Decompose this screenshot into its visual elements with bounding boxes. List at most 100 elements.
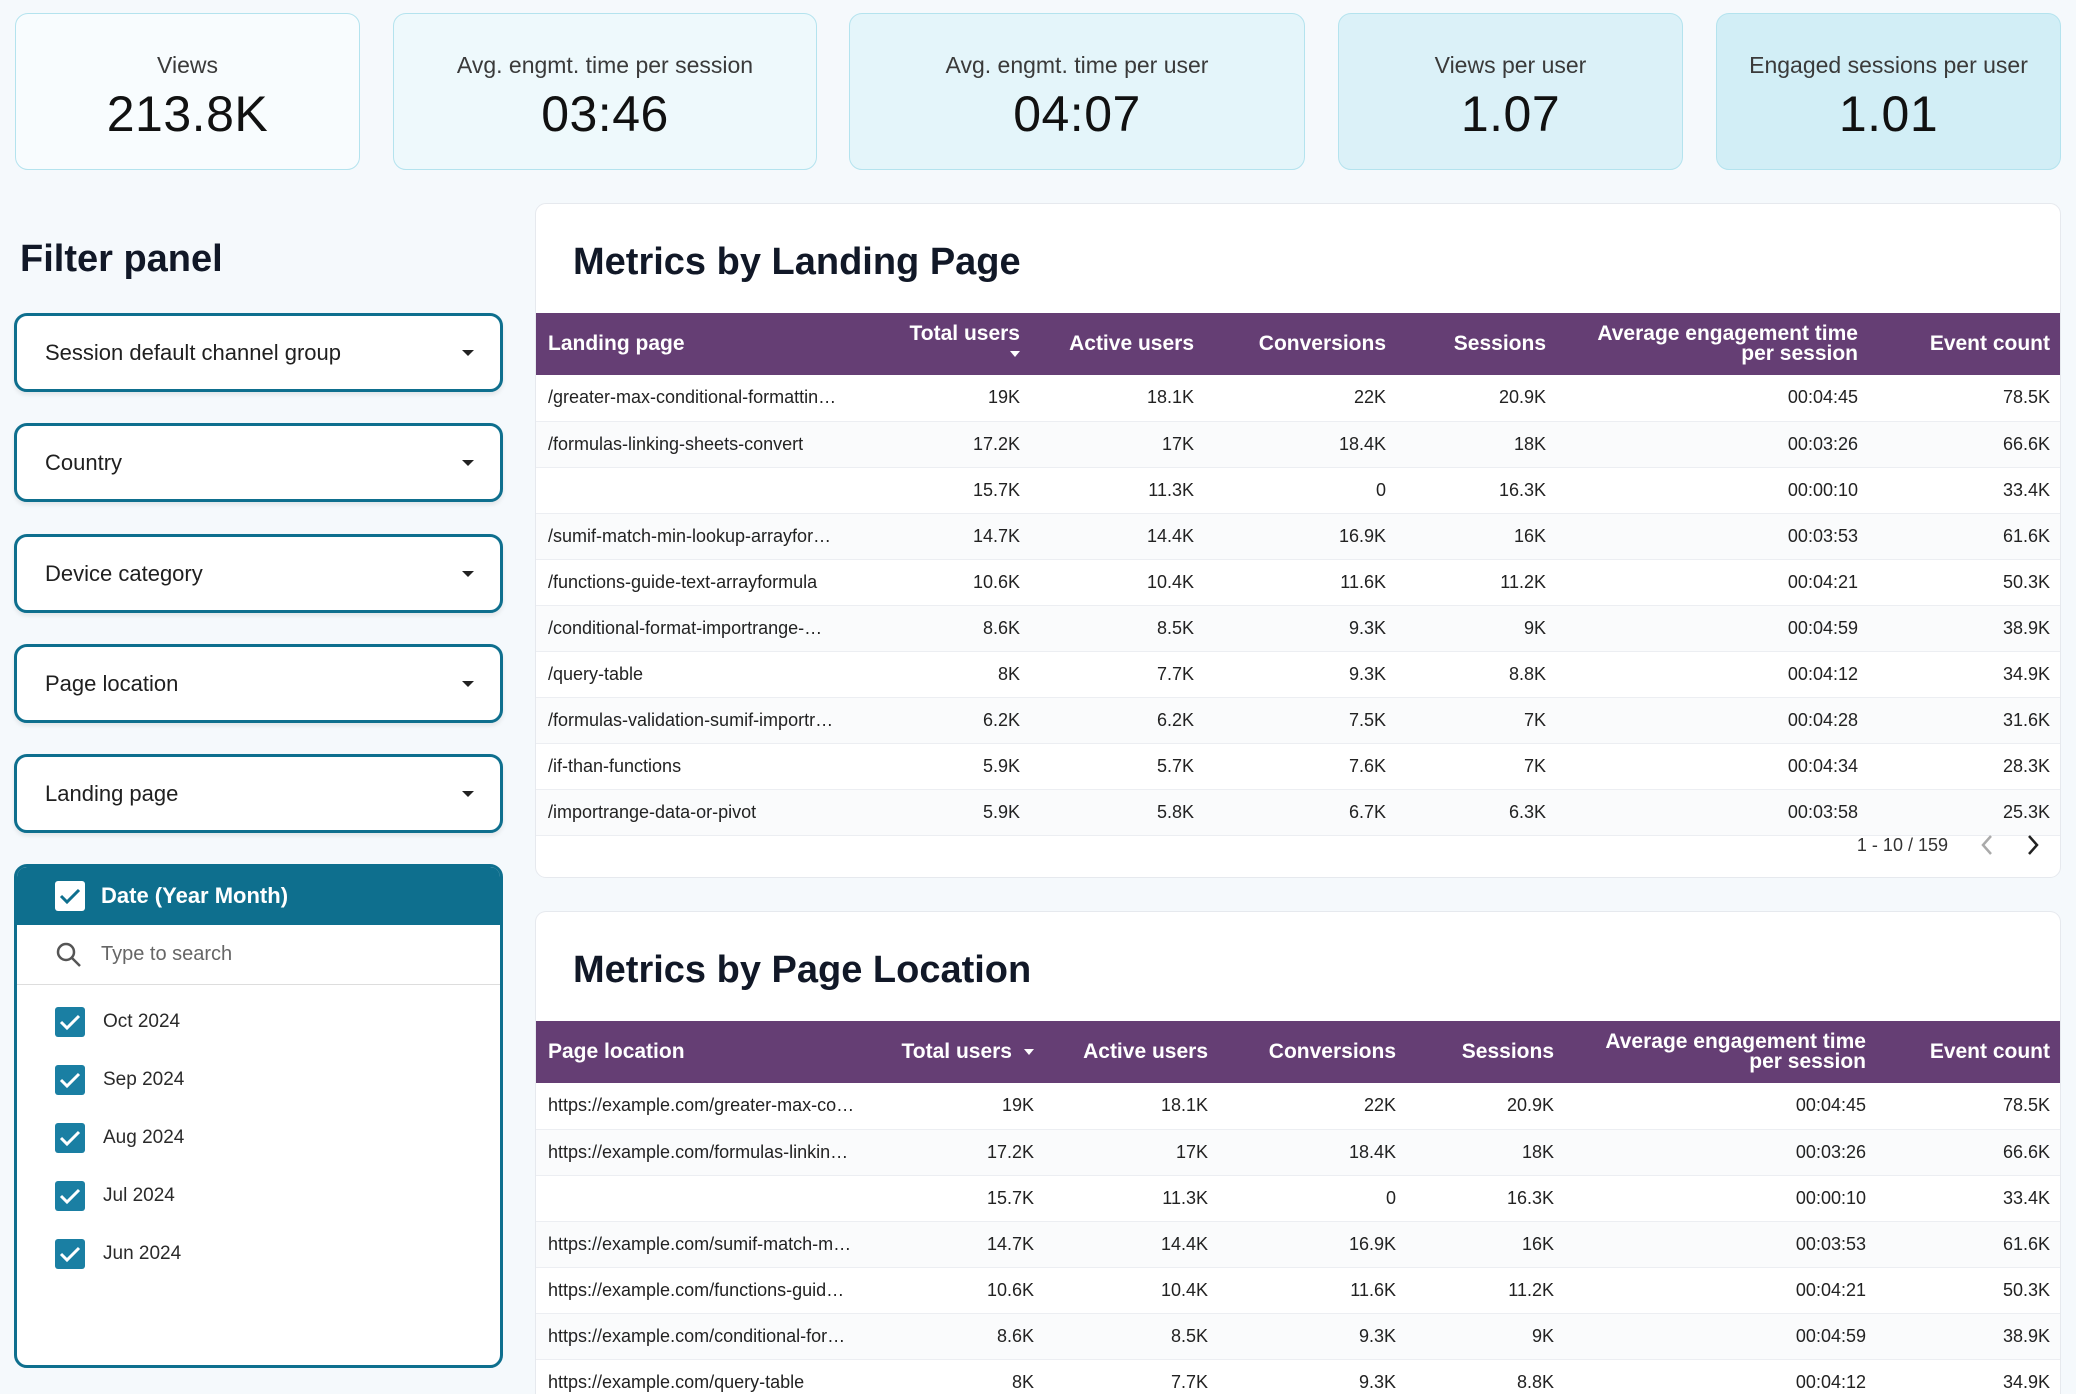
table-cell: 16.3K bbox=[1408, 1175, 1566, 1222]
table-cell: /importrange-data-or-pivot bbox=[536, 789, 876, 836]
column-header[interactable]: Event count bbox=[1929, 332, 2050, 355]
date-option[interactable]: Jun 2024 bbox=[17, 1225, 500, 1283]
table-cell: 78.5K bbox=[1870, 375, 2060, 422]
table-cell: 00:04:34 bbox=[1558, 743, 1870, 790]
column-header[interactable]: Page location bbox=[548, 1040, 685, 1063]
table-cell: 11.6K bbox=[1220, 1267, 1408, 1314]
table-row[interactable]: /formulas-validation-sumif-importr… 6.2K 6… bbox=[536, 697, 2060, 744]
table-row[interactable]: /conditional-format-importrange-… 8.6K 8.5… bbox=[536, 605, 2060, 652]
table-cell: 66.6K bbox=[1878, 1129, 2060, 1176]
table-row[interactable]: https://example.com/formulas-linkin… 17.2… bbox=[536, 1129, 2060, 1176]
table-cell: 16.9K bbox=[1220, 1221, 1408, 1268]
date-option-label: Jun 2024 bbox=[103, 1243, 182, 1264]
column-header[interactable]: Conversions bbox=[1268, 1040, 1396, 1063]
table-cell: 38.9K bbox=[1870, 605, 2060, 652]
table-row[interactable]: /greater-max-conditional-formattin… 19K 18… bbox=[536, 375, 2060, 422]
table-cell bbox=[536, 1175, 886, 1222]
dropdown-country[interactable]: Country bbox=[14, 423, 503, 502]
table-cell: https://example.com/formulas-linkin… bbox=[536, 1129, 886, 1176]
table-cell: /formulas-linking-sheets-convert bbox=[536, 421, 876, 468]
column-header[interactable]: Sessions bbox=[1461, 1040, 1554, 1063]
table-cell: 00:04:59 bbox=[1566, 1313, 1878, 1360]
column-header[interactable]: Conversions bbox=[1258, 332, 1386, 355]
page-location-card: Metrics by Page Location Page location T… bbox=[535, 911, 2061, 1394]
table-cell: 7.7K bbox=[1046, 1359, 1220, 1394]
table-cell: 34.9K bbox=[1870, 651, 2060, 698]
table-cell: /conditional-format-importrange-… bbox=[536, 605, 876, 652]
checkbox[interactable] bbox=[55, 1239, 85, 1269]
column-header[interactable]: Active users bbox=[1069, 332, 1194, 355]
table-row[interactable]: /sumif-match-min-lookup-arrayfor… 14.7K 14… bbox=[536, 513, 2060, 560]
checkbox[interactable] bbox=[55, 1181, 85, 1211]
table-header-row: Page location Total users Active users C… bbox=[536, 1021, 2060, 1083]
table-cell: 8.5K bbox=[1032, 605, 1206, 652]
select-all-checkbox[interactable] bbox=[55, 881, 85, 911]
column-header[interactable]: Total users bbox=[876, 313, 1032, 375]
table-row[interactable]: /if-than-functions 5.9K 5.7K 7.6K 7K 00:04:34… bbox=[536, 743, 2060, 790]
table-cell: 8.8K bbox=[1408, 1359, 1566, 1394]
dropdown-page-location[interactable]: Page location bbox=[14, 644, 503, 723]
kpi-card-engaged-sessions-per-user: Engaged sessions per user 1.01 bbox=[1716, 13, 2061, 170]
table-cell: 6.3K bbox=[1398, 789, 1558, 836]
date-filter-header[interactable]: Date (Year Month) bbox=[17, 867, 500, 925]
date-option[interactable]: Aug 2024 bbox=[17, 1109, 500, 1167]
table-cell: 9.3K bbox=[1206, 605, 1398, 652]
table-row[interactable]: https://example.com/sumif-match-m… 14.7K 1… bbox=[536, 1221, 2060, 1268]
table-cell: /greater-max-conditional-formattin… bbox=[536, 375, 876, 422]
pagination-label: 1 - 10 / 159 bbox=[1856, 834, 1948, 855]
table-row[interactable]: https://example.com/greater-max-co… 19K 18… bbox=[536, 1083, 2060, 1130]
check-icon bbox=[59, 888, 81, 905]
table-cell: 16K bbox=[1408, 1221, 1566, 1268]
kpi-label: Views bbox=[157, 52, 218, 78]
table-cell: /formulas-validation-sumif-importr… bbox=[536, 697, 876, 744]
table-row[interactable]: https://example.com/conditional-for… 8.6K… bbox=[536, 1313, 2060, 1360]
column-header[interactable]: Average engagement time per session bbox=[1597, 322, 1858, 365]
checkbox[interactable] bbox=[55, 1007, 85, 1037]
check-icon bbox=[59, 1130, 81, 1147]
table-cell: 50.3K bbox=[1878, 1267, 2060, 1314]
table-cell: 5.9K bbox=[876, 743, 1032, 790]
dropdown-label: Page location bbox=[45, 670, 179, 696]
table-cell: 00:04:21 bbox=[1558, 559, 1870, 606]
column-header[interactable]: Average engagement time per session bbox=[1605, 1030, 1866, 1073]
prev-page-icon[interactable] bbox=[1980, 834, 1994, 856]
date-option[interactable]: Sep 2024 bbox=[17, 1051, 500, 1109]
page-location-table: Page location Total users Active users C… bbox=[536, 1021, 2060, 1394]
dropdown-session-channel-group[interactable]: Session default channel group bbox=[14, 313, 503, 392]
checkbox[interactable] bbox=[55, 1065, 85, 1095]
column-header[interactable]: Sessions bbox=[1453, 332, 1546, 355]
table-row[interactable]: /functions-guide-text-arrayformula 10.6K 1… bbox=[536, 559, 2060, 606]
column-header[interactable]: Landing page bbox=[548, 332, 685, 355]
search-icon bbox=[56, 942, 81, 967]
check-icon bbox=[59, 1246, 81, 1263]
table-row[interactable]: /importrange-data-or-pivot 5.9K 5.8K 6.7K 6.… bbox=[536, 789, 2060, 836]
table-cell: 7K bbox=[1398, 697, 1558, 744]
table-cell: 16.9K bbox=[1206, 513, 1398, 560]
column-header[interactable]: Event count bbox=[1929, 1040, 2050, 1063]
table-row[interactable]: /query-table 8K 7.7K 9.3K 8.8K 00:04:12 34.9K bbox=[536, 651, 2060, 698]
table-row[interactable]: https://example.com/query-table 8K 7.7K 9.3… bbox=[536, 1359, 2060, 1394]
table-cell: 15.7K bbox=[886, 1175, 1046, 1222]
table-cell: https://example.com/greater-max-co… bbox=[536, 1083, 886, 1130]
dropdown-landing-page[interactable]: Landing page bbox=[14, 754, 503, 833]
check-icon bbox=[59, 1014, 81, 1031]
table-header-row: Landing page Total users Active users Co… bbox=[536, 313, 2060, 375]
column-header[interactable]: Total users bbox=[886, 1021, 1046, 1083]
date-search-box[interactable]: Type to search bbox=[17, 925, 500, 985]
table-cell: 31.6K bbox=[1870, 697, 2060, 744]
next-page-icon[interactable] bbox=[2026, 834, 2040, 856]
table-row[interactable]: /formulas-linking-sheets-convert 17.2K 17K… bbox=[536, 421, 2060, 468]
dropdown-device-category[interactable]: Device category bbox=[14, 534, 503, 613]
column-header[interactable]: Active users bbox=[1083, 1040, 1208, 1063]
date-option-label: Sep 2024 bbox=[103, 1069, 185, 1090]
table-row[interactable]: 15.7K 11.3K 0 16.3K 00:00:10 33.4K bbox=[536, 467, 2060, 514]
checkbox[interactable] bbox=[55, 1123, 85, 1153]
table-cell bbox=[536, 467, 876, 514]
table-cell: 0 bbox=[1206, 467, 1398, 514]
table-row[interactable]: https://example.com/functions-guid… 10.6K… bbox=[536, 1267, 2060, 1314]
kpi-value: 1.01 bbox=[1838, 86, 1939, 142]
table-row[interactable]: 15.7K 11.3K 0 16.3K 00:00:10 33.4K bbox=[536, 1175, 2060, 1222]
date-option[interactable]: Oct 2024 bbox=[17, 993, 500, 1051]
date-option[interactable]: Jul 2024 bbox=[17, 1167, 500, 1225]
table-cell: 18.1K bbox=[1032, 375, 1206, 422]
